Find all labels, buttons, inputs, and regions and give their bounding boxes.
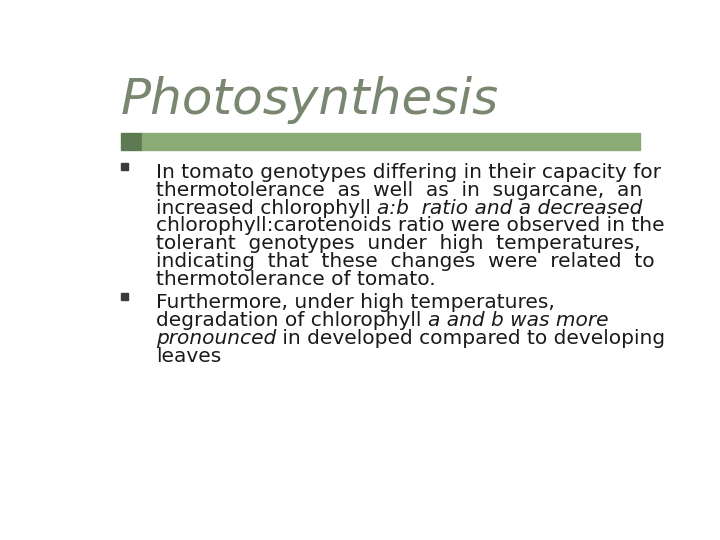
Bar	[121, 293, 128, 300]
Text: in developed compared to developing: in developed compared to developing	[276, 329, 665, 348]
Bar	[121, 163, 128, 170]
Text: thermotolerance of tomato.: thermotolerance of tomato.	[156, 269, 436, 288]
Text: increased chlorophyll: increased chlorophyll	[156, 199, 377, 218]
Text: Furthermore, under high temperatures,: Furthermore, under high temperatures,	[156, 294, 554, 313]
Text: Photosynthesis: Photosynthesis	[121, 76, 499, 124]
Text: leaves: leaves	[156, 347, 221, 366]
Text: tolerant  genotypes  under  high  temperatures,: tolerant genotypes under high temperatur…	[156, 234, 641, 253]
Text: indicating  that  these  changes  were  related  to: indicating that these changes were relat…	[156, 252, 654, 271]
Text: a and b was more: a and b was more	[428, 311, 608, 330]
Bar	[121, 132, 143, 150]
Bar	[143, 132, 640, 150]
Text: pronounced: pronounced	[156, 329, 276, 348]
Text: chlorophyll:carotenoids ratio were observed in the: chlorophyll:carotenoids ratio were obser…	[156, 217, 665, 235]
Text: degradation of chlorophyll: degradation of chlorophyll	[156, 311, 428, 330]
Text: In tomato genotypes differing in their capacity for: In tomato genotypes differing in their c…	[156, 164, 661, 183]
Text: thermotolerance  as  well  as  in  sugarcane,  an: thermotolerance as well as in sugarcane,…	[156, 181, 642, 200]
Text: a:b  ratio and a decreased: a:b ratio and a decreased	[377, 199, 642, 218]
